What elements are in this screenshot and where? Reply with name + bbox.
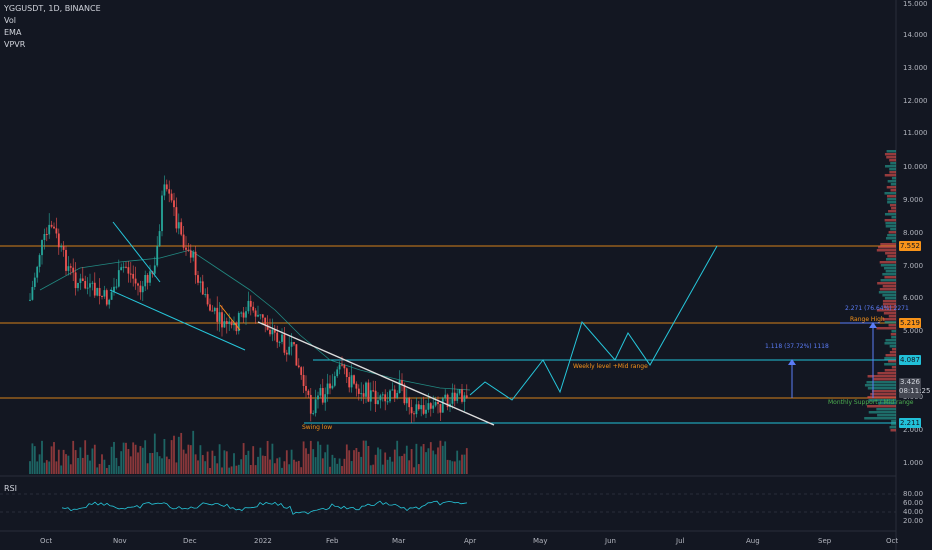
projection-path[interactable] [469, 245, 718, 401]
price-label: 14.000 [903, 31, 928, 39]
ema-line [39, 249, 471, 391]
price-label: 11.000 [903, 129, 928, 137]
small-orange-line[interactable] [219, 304, 241, 331]
time-label: Feb [326, 537, 339, 545]
time-label: 2022 [254, 537, 272, 545]
volume-profile [864, 150, 896, 432]
time-label: Aug [746, 537, 760, 545]
rsi-label[interactable]: RSI [4, 484, 17, 493]
price-label: 6.000 [903, 294, 924, 302]
weekly-level-badge: 4.087 [899, 355, 921, 365]
measure-arrow-top-head [869, 322, 877, 328]
rsi-axis-label: 20.00 [903, 517, 924, 525]
wedge-lower-line[interactable] [109, 289, 246, 351]
time-label: May [533, 537, 548, 545]
price-label: 12.000 [903, 97, 928, 105]
resistance-mid-badge: 5.219 [899, 318, 921, 328]
price-label: 1.000 [903, 459, 924, 467]
rsi-axis-label: 40.00 [903, 508, 924, 516]
swing-low-annotation[interactable]: Swing low [302, 424, 333, 431]
time-label: Jul [676, 537, 685, 545]
time-label: Oct [886, 537, 899, 545]
candlesticks [29, 175, 468, 423]
time-label: Sep [818, 537, 832, 545]
last-price: 3.426 [899, 378, 921, 386]
resistance-high-badge: 7.552 [899, 241, 921, 251]
time-label: Nov [113, 537, 127, 545]
measure-top-label[interactable]: 2.271 (76.64%) 2271 [845, 305, 909, 312]
time-label: Mar [392, 537, 406, 545]
time-label: Jun [605, 537, 616, 545]
price-label: 5.000 [903, 327, 924, 335]
descending-trendline[interactable] [257, 321, 495, 426]
measure-small-label[interactable]: 1.118 (37.72%) 1118 [765, 343, 829, 350]
price-label: 9.000 [903, 196, 924, 204]
price-label: 2.000 [903, 426, 924, 434]
swing-low-badge: 2.211 [899, 418, 921, 428]
volume-bars [29, 430, 468, 474]
price-label: 15.000 [903, 0, 928, 8]
rsi-axis-label: 80.00 [903, 490, 924, 498]
symbol-title[interactable]: YGGUSDT, 1D, BINANCE [4, 4, 101, 13]
price-label: 10.000 [903, 163, 928, 171]
range-high-annotation[interactable]: Range High [850, 316, 885, 323]
price-label: 13.000 [903, 64, 928, 72]
indicator-ema[interactable]: EMA [4, 28, 22, 37]
wedge-upper-line[interactable] [112, 221, 161, 283]
rsi-axis-label: 60.00 [903, 499, 924, 507]
monthly-support-annotation[interactable]: Monthly Support / Mid range [828, 399, 914, 406]
candle-countdown: 08:11:25 [899, 387, 931, 395]
time-label: Oct [40, 537, 53, 545]
weekly-level-annotation[interactable]: Weekly level +Mid range [573, 363, 648, 370]
indicator-vpvr[interactable]: VPVR [4, 40, 26, 49]
indicator-vol[interactable]: Vol [4, 16, 16, 25]
time-label: Apr [464, 537, 477, 545]
price-label: 7.000 [903, 262, 924, 270]
price-label: 8.000 [903, 229, 924, 237]
rsi-line [61, 500, 468, 515]
last-price-badge: 3.426 08:11:25 [899, 378, 930, 398]
measure-arrow-small-head [788, 359, 796, 365]
time-label: Dec [183, 537, 197, 545]
